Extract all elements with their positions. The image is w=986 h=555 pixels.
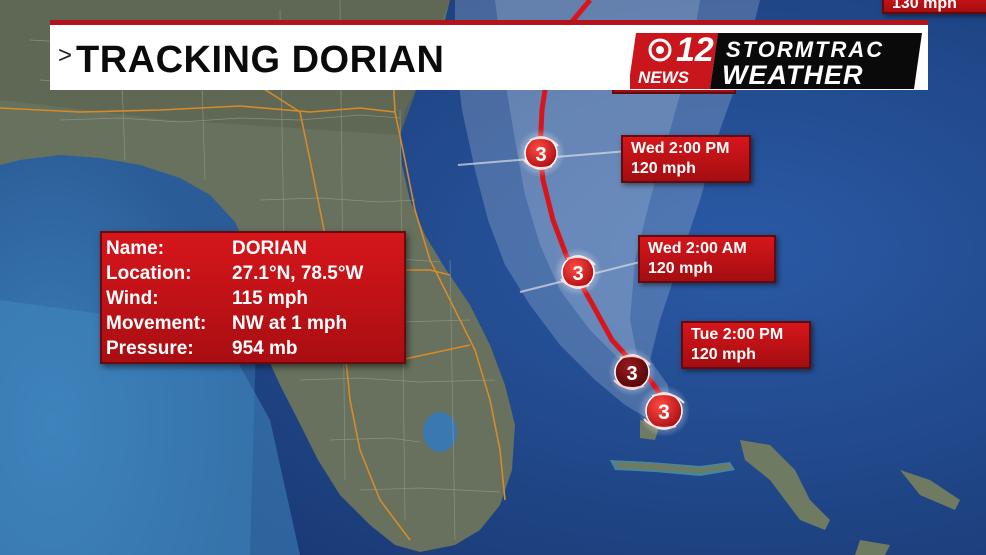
location-value: 27.1°N, 78.5°W: [232, 263, 364, 284]
name-value: DORIAN: [232, 238, 307, 259]
storm-marker-wed-2am[interactable]: 3: [554, 248, 602, 296]
logo-number: 12: [676, 33, 714, 69]
movement-value: NW at 1 mph: [232, 313, 348, 334]
station-logo: 12 NEWS STORMTRAC WEATHER: [630, 33, 922, 89]
page-title: TRACKING DORIAN: [76, 39, 445, 81]
title-bar: > TRACKING DORIAN 12 NEWS STORMTRAC WEAT…: [50, 20, 928, 90]
forecast-cone: [455, 0, 760, 420]
forecast-label-wed-2am: Wed 2:00 AM 120 mph: [638, 235, 776, 283]
forecast-wind: 120 mph: [631, 160, 696, 177]
forecast-wind: 120 mph: [648, 260, 713, 277]
chevron-right-icon: >: [58, 42, 73, 69]
storm-info-panel: Name: DORIAN Location: 27.1°N, 78.5°W Wi…: [100, 231, 406, 364]
wind-label: Wind:: [106, 288, 159, 309]
logo-news: NEWS: [638, 68, 690, 87]
bahamas-islands: [610, 420, 960, 555]
forecast-label-wed-2pm: Wed 2:00 PM 120 mph: [621, 135, 751, 183]
forecast-time: Tue 2:00 PM: [691, 326, 784, 343]
forecast-wind: 130 mph: [892, 0, 957, 12]
category-text: 3: [535, 144, 546, 166]
category-text: 3: [626, 363, 637, 385]
storm-marker-wed-2pm[interactable]: 3: [517, 129, 565, 177]
category-text: 3: [658, 401, 670, 424]
forecast-wind: 120 mph: [691, 346, 756, 363]
pressure-label: Pressure:: [106, 338, 194, 359]
movement-label: Movement:: [106, 313, 207, 334]
forecast-label-tue-2pm: Tue 2:00 PM 120 mph: [681, 321, 811, 369]
cbs-eye-icon: [648, 38, 672, 62]
logo-weather: WEATHER: [722, 60, 864, 89]
forecast-label-partial: 130 mph: [882, 0, 986, 14]
forecast-time: Wed 2:00 AM: [648, 240, 747, 257]
wind-value: 115 mph: [232, 288, 309, 309]
storm-marker-current[interactable]: 3: [638, 385, 690, 437]
storm-marker-tue-2pm[interactable]: 3: [608, 348, 656, 396]
name-label: Name:: [106, 238, 165, 259]
logo-stormtrac: STORMTRAC: [726, 37, 884, 62]
category-text: 3: [572, 263, 583, 285]
location-label: Location:: [106, 263, 192, 284]
forecast-time: Wed 2:00 PM: [631, 140, 730, 157]
pressure-value: 954 mb: [232, 338, 298, 359]
lake-okeechobee: [423, 412, 457, 452]
